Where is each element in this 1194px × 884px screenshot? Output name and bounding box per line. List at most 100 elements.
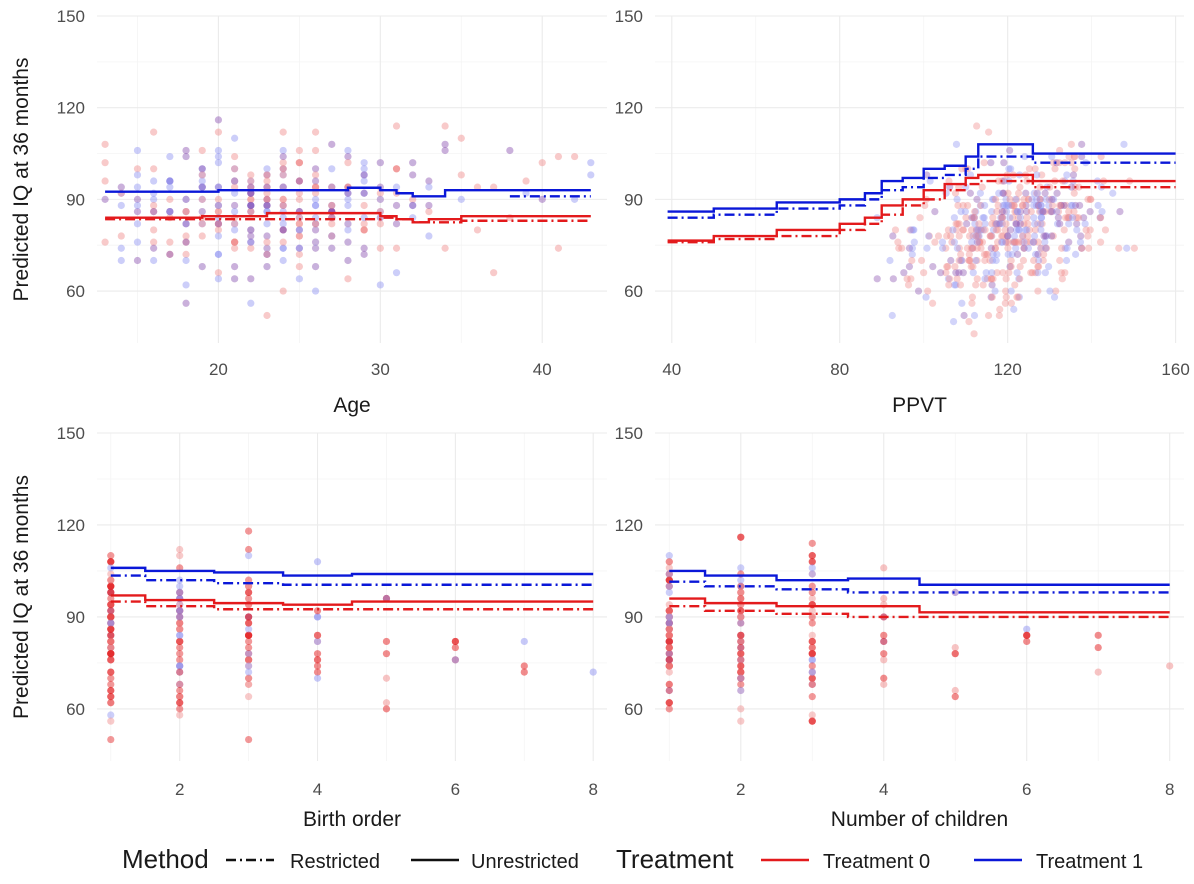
scatter-point <box>1018 232 1027 240</box>
scatter-point <box>311 201 320 210</box>
scatter-point <box>953 195 961 203</box>
scatter-point <box>737 668 745 676</box>
scatter-point <box>182 195 190 203</box>
scatter-point <box>1002 238 1010 246</box>
scatter-point <box>665 613 673 621</box>
scatter-point <box>944 262 952 271</box>
scatter-point <box>957 256 965 265</box>
scatter-point <box>279 183 287 191</box>
scatter-point <box>1007 262 1015 271</box>
scatter-point <box>994 226 1002 234</box>
scatter-point <box>182 207 190 216</box>
scatter-point <box>1067 159 1076 167</box>
scatter-point <box>328 244 336 252</box>
scatter-point <box>1016 207 1025 216</box>
scatter-point <box>922 293 930 301</box>
scatter-point <box>231 238 239 246</box>
scatter-point <box>665 656 673 664</box>
scatter-point <box>808 619 816 627</box>
scatter-point <box>953 220 962 228</box>
scatter-point <box>665 705 673 713</box>
scatter-point <box>295 159 303 167</box>
scatter-point <box>979 226 987 234</box>
scatter-point <box>1061 214 1070 222</box>
scatter-point <box>392 269 401 277</box>
scatter-point <box>880 631 888 639</box>
scatter-point <box>176 619 184 627</box>
scatter-point <box>1094 643 1102 652</box>
scatter-point <box>231 165 239 173</box>
scatter-point <box>1040 250 1048 258</box>
scatter-point <box>905 262 914 271</box>
scatter-point <box>1016 275 1024 283</box>
scatter-point <box>998 214 1007 222</box>
scatter-point <box>1004 244 1012 252</box>
scatter-point <box>880 594 888 603</box>
scatter-point <box>963 244 971 252</box>
scatter-point <box>176 668 184 676</box>
scatter-points <box>101 116 595 320</box>
series-line-treatment1-restricted <box>667 155 1176 219</box>
scatter-point <box>665 582 673 590</box>
scatter-point <box>942 244 950 252</box>
scatter-point <box>107 699 115 707</box>
scatter-point <box>313 637 322 646</box>
scatter-point <box>972 207 980 216</box>
scatter-point <box>1076 238 1085 246</box>
scatter-point <box>992 226 1000 234</box>
scatter-point <box>107 588 115 597</box>
y-tick-label: 90 <box>66 608 85 627</box>
scatter-point <box>107 643 115 652</box>
scatter-point <box>263 195 271 203</box>
scatter-point <box>737 607 745 615</box>
scatter-point <box>1016 183 1024 191</box>
scatter-point <box>263 195 271 203</box>
scatter-point <box>231 177 239 185</box>
scatter-point <box>993 269 1001 277</box>
scatter-point <box>987 275 996 283</box>
scatter-point <box>295 189 303 197</box>
y-tick-label: 60 <box>66 700 85 719</box>
scatter-point <box>247 183 255 191</box>
scatter-point <box>665 656 673 664</box>
scatter-point <box>279 146 287 155</box>
scatter-point <box>1004 238 1012 246</box>
scatter-point <box>245 631 253 639</box>
scatter-point <box>965 256 974 265</box>
scatter-point <box>1024 232 1032 240</box>
scatter-point <box>245 619 253 627</box>
scatter-point <box>988 220 996 228</box>
scatter-point <box>980 214 988 222</box>
scatter-point <box>360 250 368 258</box>
scatter-point <box>245 656 253 664</box>
scatter-point <box>1123 244 1131 252</box>
scatter-point <box>1073 220 1081 228</box>
scatter-point <box>554 244 563 252</box>
scatter-point <box>176 680 184 688</box>
scatter-point <box>1015 293 1023 301</box>
scatter-point <box>451 637 459 646</box>
scatter-point <box>311 177 320 185</box>
scatter-point <box>176 619 184 627</box>
scatter-point <box>107 558 115 566</box>
scatter-point <box>977 201 985 210</box>
scatter-point <box>1048 201 1057 210</box>
scatter-point <box>176 588 184 597</box>
scatter-point <box>1048 152 1056 161</box>
scatter-point <box>946 183 954 191</box>
x-axis-title: Birth order <box>303 808 401 831</box>
scatter-point <box>295 244 303 252</box>
scatter-point <box>1101 226 1110 234</box>
scatter-point <box>993 220 1001 228</box>
scatter-point <box>360 171 368 179</box>
scatter-point <box>107 558 115 566</box>
scatter-point <box>737 631 745 639</box>
scatter-point <box>263 250 271 258</box>
scatter-point <box>1039 207 1047 216</box>
scatter-point <box>245 656 253 664</box>
scatter-point <box>907 226 915 234</box>
scatter-point <box>107 656 115 664</box>
scatter-point <box>1041 232 1050 240</box>
scatter-point <box>245 552 253 560</box>
scatter-point <box>989 256 997 265</box>
